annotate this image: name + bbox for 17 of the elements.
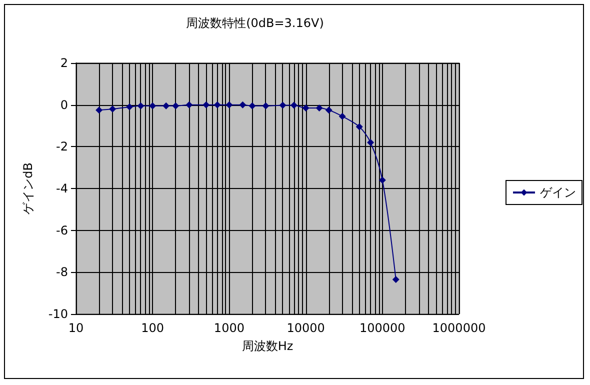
x-tick-label: 100000 [359, 321, 406, 335]
chart-title: 周波数特性(0dB=3.16V) [186, 16, 324, 30]
x-tick-label: 10 [68, 321, 84, 335]
y-tick-label: -10 [48, 307, 68, 321]
legend-label: ゲイン [540, 186, 576, 200]
x-tick-label: 100 [141, 321, 164, 335]
y-tick-label: -2 [56, 140, 68, 154]
y-tick-label: 0 [60, 98, 68, 112]
y-axis-title: ゲインdB [21, 162, 35, 214]
x-tick-label: 10000 [286, 321, 325, 335]
y-tick-label: -4 [56, 182, 68, 196]
x-tick-label: 1000 [214, 321, 244, 335]
x-tick-label: 1000000 [432, 321, 486, 335]
y-tick-label: 2 [60, 56, 68, 70]
y-tick-label: -6 [56, 223, 68, 238]
y-tick-label: -8 [56, 265, 68, 280]
x-axis-title: 周波数Hz [242, 339, 294, 353]
